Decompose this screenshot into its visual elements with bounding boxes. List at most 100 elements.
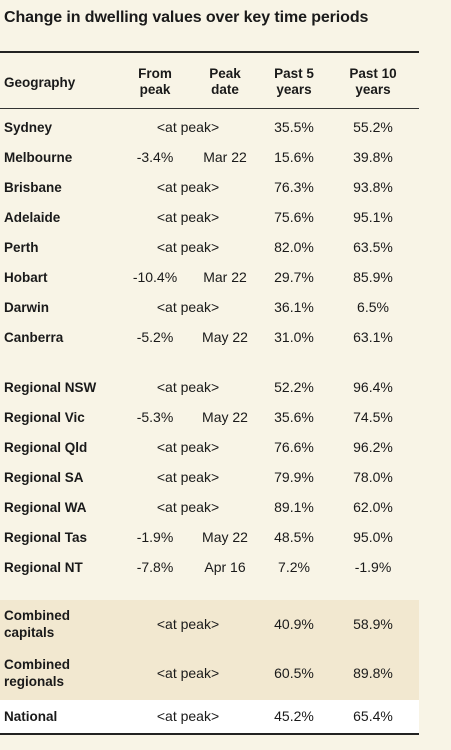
table-row: Regional Tas -1.9% May 22 48.5% 95.0%	[0, 522, 419, 552]
cell-geography: Regional Tas	[4, 529, 88, 545]
header-geography: Geography	[4, 75, 76, 90]
cell-past-10-years: 58.9%	[353, 616, 393, 632]
header-rule	[0, 108, 419, 109]
cell-geography: Canberra	[4, 329, 64, 345]
cell-past-10-years: 65.4%	[353, 708, 393, 724]
cell-past-5-years: 29.7%	[274, 269, 314, 285]
cell-at-peak: <at peak>	[156, 708, 220, 724]
cell-geography: Regional NT	[4, 559, 83, 575]
table-row: Canberra -5.2% May 22 31.0% 63.1%	[0, 322, 419, 352]
cell-past-5-years: 35.6%	[274, 409, 314, 425]
cell-past-5-years: 60.5%	[274, 665, 314, 681]
cell-past-10-years: 89.8%	[353, 665, 393, 681]
cell-geography: Regional Vic	[4, 409, 85, 425]
header-peak-date-line2: date	[211, 82, 239, 97]
cell-past-5-years: 76.6%	[274, 439, 314, 455]
cell-past-5-years: 48.5%	[274, 529, 314, 545]
cell-past-5-years: 79.9%	[274, 469, 314, 485]
cell-past-5-years: 89.1%	[274, 499, 314, 515]
header-past10: Past 10 years	[340, 66, 406, 98]
cell-from-peak: -7.8%	[136, 559, 174, 575]
header-past5: Past 5 years	[264, 66, 324, 98]
cell-geography: Combined regionals	[4, 652, 70, 694]
cell-past-10-years: 62.0%	[353, 499, 393, 515]
table-row: Combined regionals <at peak> 60.5% 89.8%	[0, 652, 419, 694]
cell-geography: Adelaide	[4, 209, 61, 225]
table-row: Regional Vic -5.3% May 22 35.6% 74.5%	[0, 402, 419, 432]
header-peak-date-line1: Peak	[209, 66, 241, 81]
national-band	[0, 700, 419, 733]
cell-past-10-years: -1.9%	[354, 559, 392, 575]
table-row: Darwin <at peak> 36.1% 6.5%	[0, 292, 419, 322]
cell-past-5-years: 82.0%	[274, 239, 314, 255]
cell-past-10-years: 96.2%	[353, 439, 393, 455]
cell-geography: Melbourne	[4, 149, 73, 165]
cell-past-10-years: 74.5%	[353, 409, 393, 425]
cell-peak-date: Mar 22	[203, 269, 247, 285]
header-from-peak-line1: From	[138, 66, 172, 81]
table-row: Regional WA <at peak> 89.1% 62.0%	[0, 492, 419, 522]
cell-past-10-years: 78.0%	[353, 469, 393, 485]
cell-past-10-years: 85.9%	[353, 269, 393, 285]
page-title: Change in dwelling values over key time …	[4, 9, 369, 26]
table-row: Regional NT -7.8% Apr 16 7.2% -1.9%	[0, 552, 419, 582]
cell-past-5-years: 15.6%	[274, 149, 314, 165]
cell-geography: Combined capitals	[4, 603, 70, 645]
cell-geography: Hobart	[4, 269, 48, 285]
cell-at-peak: <at peak>	[156, 499, 220, 515]
cell-geography: National	[4, 708, 58, 724]
cell-past-10-years: 95.1%	[353, 209, 393, 225]
cell-at-peak: <at peak>	[156, 439, 220, 455]
cell-from-peak: -10.4%	[132, 269, 178, 285]
cell-from-peak: -5.3%	[136, 409, 174, 425]
cell-at-peak: <at peak>	[156, 239, 220, 255]
cell-at-peak: <at peak>	[156, 665, 220, 681]
cell-past-5-years: 31.0%	[274, 329, 314, 345]
table-row: Hobart -10.4% Mar 22 29.7% 85.9%	[0, 262, 419, 292]
cell-at-peak: <at peak>	[156, 179, 220, 195]
cell-geography: Perth	[4, 239, 39, 255]
top-rule	[0, 51, 419, 53]
cell-past-5-years: 40.9%	[274, 616, 314, 632]
table-row: Regional Qld <at peak> 76.6% 96.2%	[0, 432, 419, 462]
cell-geography: Brisbane	[4, 179, 62, 195]
cell-geography: Darwin	[4, 299, 50, 315]
cell-past-5-years: 45.2%	[274, 708, 314, 724]
cell-past-5-years: 35.5%	[274, 119, 314, 135]
cell-past-10-years: 63.5%	[353, 239, 393, 255]
header-past10-line1: Past 10	[349, 66, 397, 81]
table-row: Combined capitals <at peak> 40.9% 58.9%	[0, 603, 419, 645]
cell-geography-text: Combined regionals	[4, 656, 70, 690]
cell-past-10-years: 95.0%	[353, 529, 393, 545]
cell-geography: Regional SA	[4, 469, 84, 485]
cell-peak-date: Mar 22	[203, 149, 247, 165]
header-from-peak-line2: peak	[139, 82, 171, 97]
cell-geography-text: Combined capitals	[4, 607, 70, 641]
cell-geography: Regional WA	[4, 499, 87, 515]
cell-peak-date: May 22	[202, 329, 248, 345]
cell-past-10-years: 6.5%	[357, 299, 389, 315]
cell-at-peak: <at peak>	[156, 299, 220, 315]
cell-at-peak: <at peak>	[156, 616, 220, 632]
cell-at-peak: <at peak>	[156, 119, 220, 135]
table-row: Brisbane <at peak> 76.3% 93.8%	[0, 172, 419, 202]
table-row: National <at peak> 45.2% 65.4%	[0, 701, 419, 731]
table-row: Melbourne -3.4% Mar 22 15.6% 39.8%	[0, 142, 419, 172]
cell-at-peak: <at peak>	[156, 469, 220, 485]
cell-past-5-years: 36.1%	[274, 299, 314, 315]
cell-geography-line: Combined	[4, 608, 70, 623]
header-from-peak: From peak	[128, 66, 182, 98]
cell-past-10-years: 55.2%	[353, 119, 393, 135]
header-past10-line2: years	[355, 82, 391, 97]
cell-geography-line: capitals	[4, 625, 55, 640]
cell-geography: Sydney	[4, 119, 53, 135]
cell-past-10-years: 93.8%	[353, 179, 393, 195]
combined-band	[0, 600, 419, 700]
cell-past-5-years: 7.2%	[278, 559, 310, 575]
cell-at-peak: <at peak>	[156, 379, 220, 395]
header-peak-date: Peak date	[192, 66, 258, 98]
cell-geography: Regional NSW	[4, 379, 97, 395]
table-row: Adelaide <at peak> 75.6% 95.1%	[0, 202, 419, 232]
table-row: Perth <at peak> 82.0% 63.5%	[0, 232, 419, 262]
cell-geography-line: Combined	[4, 657, 70, 672]
